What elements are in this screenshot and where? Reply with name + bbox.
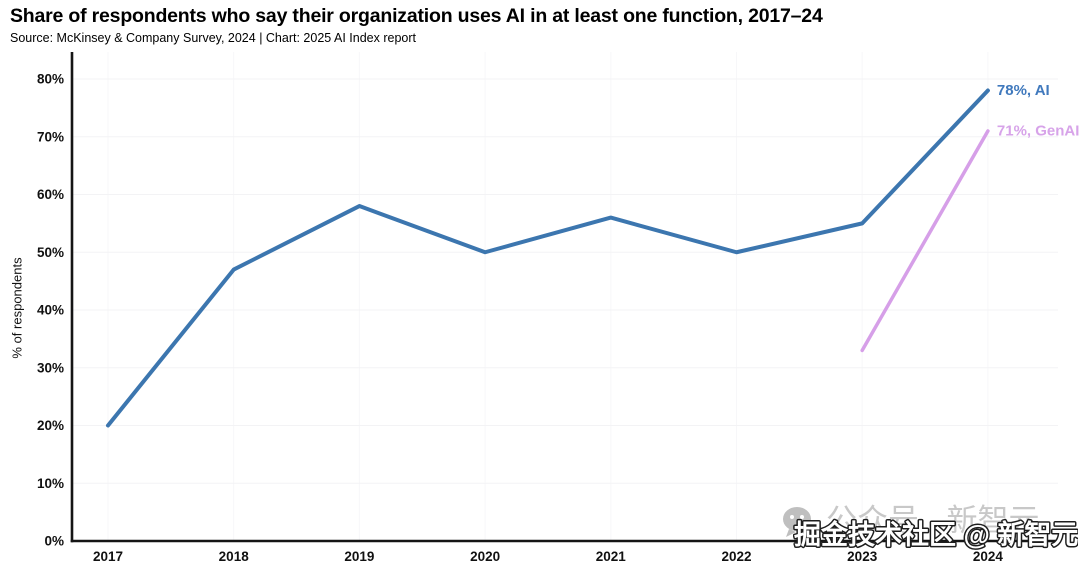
y-tick-label: 30% [37,360,64,375]
x-tick-label: 2023 [847,549,878,564]
chart-title: Share of respondents who say their organ… [10,5,823,27]
y-tick-label: 50% [37,245,64,260]
x-tick-label: 2020 [470,549,500,564]
y-tick-label: 70% [37,129,64,144]
series-end-label-GenAI: 71%, GenAI [997,122,1080,139]
y-tick-label: 40% [37,303,64,318]
y-tick-label: 60% [37,187,64,202]
x-tick-label: 2024 [973,549,1004,564]
y-tick-label: 80% [37,72,64,87]
series-line-AI [106,88,990,428]
x-tick-label: 2018 [219,549,250,564]
x-tick-label: 2021 [596,549,627,564]
series-line-GenAI [860,129,990,353]
y-tick-label: 20% [37,418,64,433]
chart-source: Source: McKinsey & Company Survey, 2024 … [10,31,416,45]
x-tick-label: 2022 [721,549,751,564]
y-tick-label: 10% [37,476,64,491]
x-tick-label: 2017 [93,549,123,564]
series-end-label-AI: 78%, AI [997,82,1050,99]
x-tick-label: 2019 [344,549,374,564]
y-tick-label: 0% [44,534,64,549]
